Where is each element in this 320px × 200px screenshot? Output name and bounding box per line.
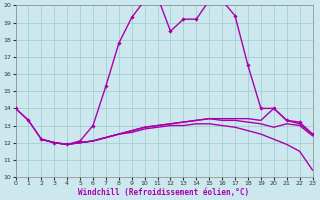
X-axis label: Windchill (Refroidissement éolien,°C): Windchill (Refroidissement éolien,°C) [78, 188, 250, 197]
